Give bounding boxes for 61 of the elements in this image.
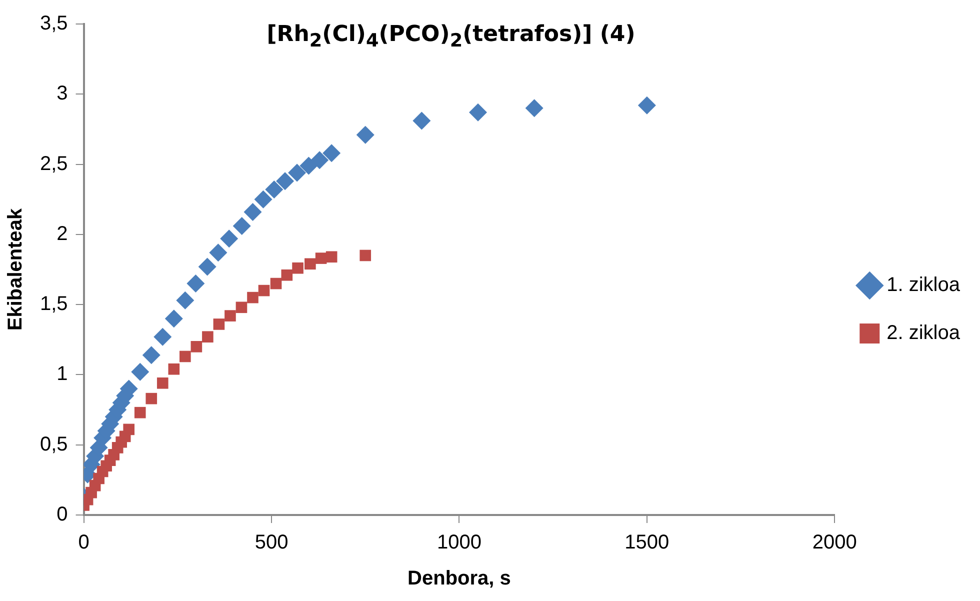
point xyxy=(236,302,248,314)
legend-label: 2. zikloa xyxy=(886,322,961,344)
y-tick-label: 0,5 xyxy=(40,433,68,456)
point xyxy=(198,258,216,276)
x-tick-label: 2000 xyxy=(812,532,857,554)
point xyxy=(168,363,180,375)
point xyxy=(322,144,341,162)
y-tick-label: 1,5 xyxy=(40,293,68,316)
point xyxy=(315,252,327,264)
point xyxy=(176,291,194,310)
point xyxy=(281,269,293,281)
point xyxy=(123,424,135,436)
x-tick-label: 500 xyxy=(254,532,288,554)
point xyxy=(276,172,294,190)
legend-label: 1. zikloa xyxy=(886,274,961,296)
y-axis-title: Ekibalenteak xyxy=(4,207,27,331)
point xyxy=(468,103,487,122)
point xyxy=(326,251,338,263)
point xyxy=(247,292,258,304)
point xyxy=(356,126,374,144)
y-tick-label: 0 xyxy=(56,504,68,526)
point xyxy=(220,230,238,248)
y-tick-label: 2,5 xyxy=(40,152,68,175)
y-tick-label: 3 xyxy=(56,82,68,105)
y-tick-label: 2 xyxy=(56,222,68,245)
point xyxy=(310,151,329,170)
x-tick-label: 1500 xyxy=(624,532,670,554)
point xyxy=(254,190,272,208)
point xyxy=(190,341,202,352)
point xyxy=(154,328,172,346)
point xyxy=(258,284,270,296)
x-tick-label: 0 xyxy=(78,532,90,554)
point xyxy=(304,258,316,270)
point xyxy=(134,406,146,418)
point xyxy=(142,346,160,364)
point xyxy=(213,318,225,330)
point xyxy=(360,250,372,262)
x-tick-label: 1000 xyxy=(436,532,482,554)
point xyxy=(146,392,158,404)
y-tick-label: 3,5 xyxy=(40,12,68,35)
point xyxy=(202,331,214,342)
point xyxy=(292,262,304,274)
point xyxy=(288,164,306,182)
point xyxy=(270,278,282,290)
point xyxy=(186,274,205,293)
point xyxy=(244,202,262,221)
point xyxy=(525,99,544,118)
point xyxy=(300,156,318,175)
point xyxy=(131,362,150,381)
point xyxy=(209,244,228,262)
point xyxy=(412,112,431,130)
point xyxy=(265,180,284,199)
y-tick-label: 1 xyxy=(56,363,68,386)
chart-title: [Rh$_{2}$(Cl)$_{4}$(PCO)$_{2}$(tetrafos)] (4) xyxy=(266,22,636,52)
point xyxy=(232,217,251,236)
point xyxy=(164,310,183,328)
point xyxy=(180,350,191,362)
point xyxy=(638,96,656,114)
x-axis-title: Denbora, s xyxy=(408,568,511,590)
point xyxy=(156,377,168,389)
point xyxy=(224,310,236,322)
